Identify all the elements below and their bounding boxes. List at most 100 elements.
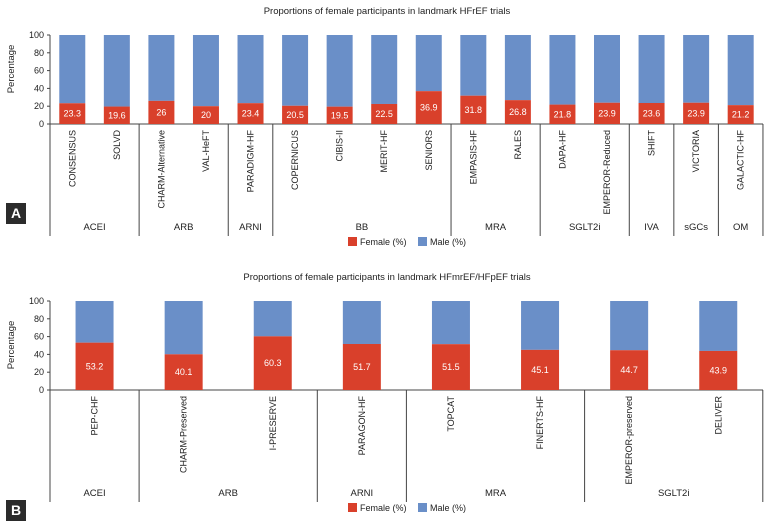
- panel-a-category-label: VAL-HeFT: [201, 130, 211, 172]
- panel-b-legend-male: Male (%): [430, 503, 466, 513]
- panel-a-group-label: BB: [356, 222, 369, 233]
- panel-b-y-tick-label: 100: [29, 296, 44, 306]
- panel-b-y-tick-label: 20: [34, 367, 44, 377]
- panel-a-bar-female: [683, 102, 710, 124]
- panel-a-bar-male: [549, 35, 576, 105]
- panel-b-y-tick-label: 80: [34, 314, 44, 324]
- panel-a-category-label: EMPEROR-Reduced: [602, 130, 612, 215]
- panel-a-category-label: GALACTIC-HF: [736, 130, 746, 191]
- panel-a-group-label: ARNI: [239, 222, 262, 233]
- panel-b-data-label: 40.1: [175, 367, 193, 377]
- panel-a-bar-female: [371, 103, 398, 124]
- panel-a-data-label: 31.8: [465, 105, 483, 115]
- panel-a-bar-male: [326, 35, 353, 107]
- panel-a-bar-male: [638, 35, 665, 103]
- panel-a-bar-female: [638, 102, 665, 124]
- panel-b-badge-box: [6, 500, 26, 521]
- panel-a-bar-male: [282, 35, 309, 106]
- panel-b-y-tick-label: 0: [39, 385, 44, 395]
- panel-a-title: Proportions of female participants in la…: [264, 6, 511, 17]
- panel-a-bar-female: [59, 103, 86, 124]
- panel-b-category-label: DELIVER: [713, 396, 723, 435]
- panel-a-bar-male: [59, 35, 86, 104]
- panel-a-legend-swatch-female: [348, 237, 357, 246]
- panel-b-bar-female: [164, 354, 203, 390]
- panel-a-data-label: 23.4: [242, 109, 260, 119]
- panel-b-category-label: PARAGON-HF: [357, 396, 367, 456]
- panel-a-legend-male: Male (%): [430, 237, 466, 247]
- panel-a-bar-female: [192, 106, 219, 124]
- panel-b-bar-male: [610, 301, 649, 351]
- panel-a-group-label: ARB: [174, 222, 194, 233]
- panel-a-bar-female: [415, 91, 442, 124]
- panel-a-data-label: 19.5: [331, 110, 349, 120]
- panel-b-bar-female: [253, 336, 292, 390]
- panel-a-data-label: 21.2: [732, 110, 750, 120]
- panel-b-bar-female: [610, 350, 649, 390]
- panel-a-category-label: CONSENSUS: [67, 130, 77, 187]
- panel-a-category-label: VICTORIA: [691, 130, 701, 172]
- panel-a-bar-male: [727, 35, 754, 106]
- panel-b-bar-male: [521, 301, 560, 350]
- panel-a-group-label: OM: [733, 222, 748, 233]
- panel-a-legend-swatch-male: [418, 237, 427, 246]
- panel-a-data-label: 23.9: [687, 108, 705, 118]
- panel-a-category-label: CIBIS-II: [335, 130, 345, 162]
- panel-b-legend-swatch-female: [348, 503, 357, 512]
- panel-b-category-label: TOPCAT: [446, 395, 456, 431]
- panel-a-data-label: 26: [156, 107, 166, 117]
- panel-b-bar-male: [431, 301, 470, 345]
- panel-a-data-label: 23.3: [64, 109, 82, 119]
- panel-b-legend-swatch-male: [418, 503, 427, 512]
- panel-b-title: Proportions of female participants in la…: [243, 272, 530, 283]
- panel-a-bar-male: [148, 35, 175, 101]
- panel-a-ylabel: Percentage: [6, 45, 17, 94]
- panel-b-data-label: 60.3: [264, 358, 282, 368]
- panel-b-bar-male: [164, 301, 203, 355]
- panel-a-category-label: SHIFT: [647, 129, 657, 156]
- panel-a-legend-female: Female (%): [360, 237, 407, 247]
- panel-a-bar-male: [192, 35, 219, 107]
- panel-b-category-label: EMPEROR-preserved: [624, 396, 634, 485]
- panel-b-bar-female: [431, 344, 470, 390]
- panel-b-bar-male: [699, 301, 738, 351]
- panel-b-y-tick-label: 60: [34, 332, 44, 342]
- panel-a-y-tick-label: 40: [34, 83, 44, 93]
- panel-a-bar-male: [683, 35, 710, 103]
- panel-a-data-label: 23.6: [643, 108, 661, 118]
- panel-a-y-tick-label: 80: [34, 48, 44, 58]
- panel-a-bar-female: [504, 100, 531, 124]
- panel-b-category-label: I-PRESERVE: [268, 396, 278, 450]
- panel-a-category-label: COPERNICUS: [290, 130, 300, 190]
- panel-a-data-label: 19.6: [108, 110, 126, 120]
- panel-a-group-label: ACEI: [83, 222, 105, 233]
- panel-a-bar-male: [594, 35, 620, 103]
- panel-a-data-label: 36.9: [420, 103, 438, 113]
- panel-b-y-tick-label: 40: [34, 349, 44, 359]
- panel-a-data-label: 20: [201, 110, 211, 120]
- panel-a-y-tick-label: 20: [34, 101, 44, 111]
- panel-a-category-label: CHARM-Alternative: [156, 130, 166, 209]
- panel-a-group-label: IVA: [644, 222, 659, 233]
- panel-b-data-label: 51.7: [353, 362, 371, 372]
- panel-b-data-label: 45.1: [531, 365, 549, 375]
- panel-b-bar-male: [342, 301, 381, 344]
- panel-a-bar-female: [727, 105, 754, 124]
- panel-a-data-label: 23.9: [598, 108, 616, 118]
- panel-a-bar-female: [282, 105, 309, 124]
- panel-b-bar-male: [253, 301, 292, 337]
- panel-a-badge-label: A: [11, 205, 21, 221]
- panel-a-bar-female: [148, 100, 175, 124]
- panel-b-data-label: 53.2: [86, 361, 104, 371]
- panel-a-bar-male: [415, 35, 442, 92]
- panel-a-category-label: RALES: [513, 130, 523, 160]
- panel-b-group-label: SGLT2i: [658, 488, 690, 499]
- panel-b-category-label: CHARM-Preserved: [179, 396, 189, 473]
- panel-a-category-label: SOLVD: [112, 130, 122, 160]
- panel-a-data-label: 21.8: [554, 109, 572, 119]
- panel-a-y-tick-label: 0: [39, 119, 44, 129]
- panel-a-group-label: SGLT2i: [569, 222, 601, 233]
- panel-b-data-label: 44.7: [620, 365, 638, 375]
- panel-a-bar-female: [594, 102, 620, 124]
